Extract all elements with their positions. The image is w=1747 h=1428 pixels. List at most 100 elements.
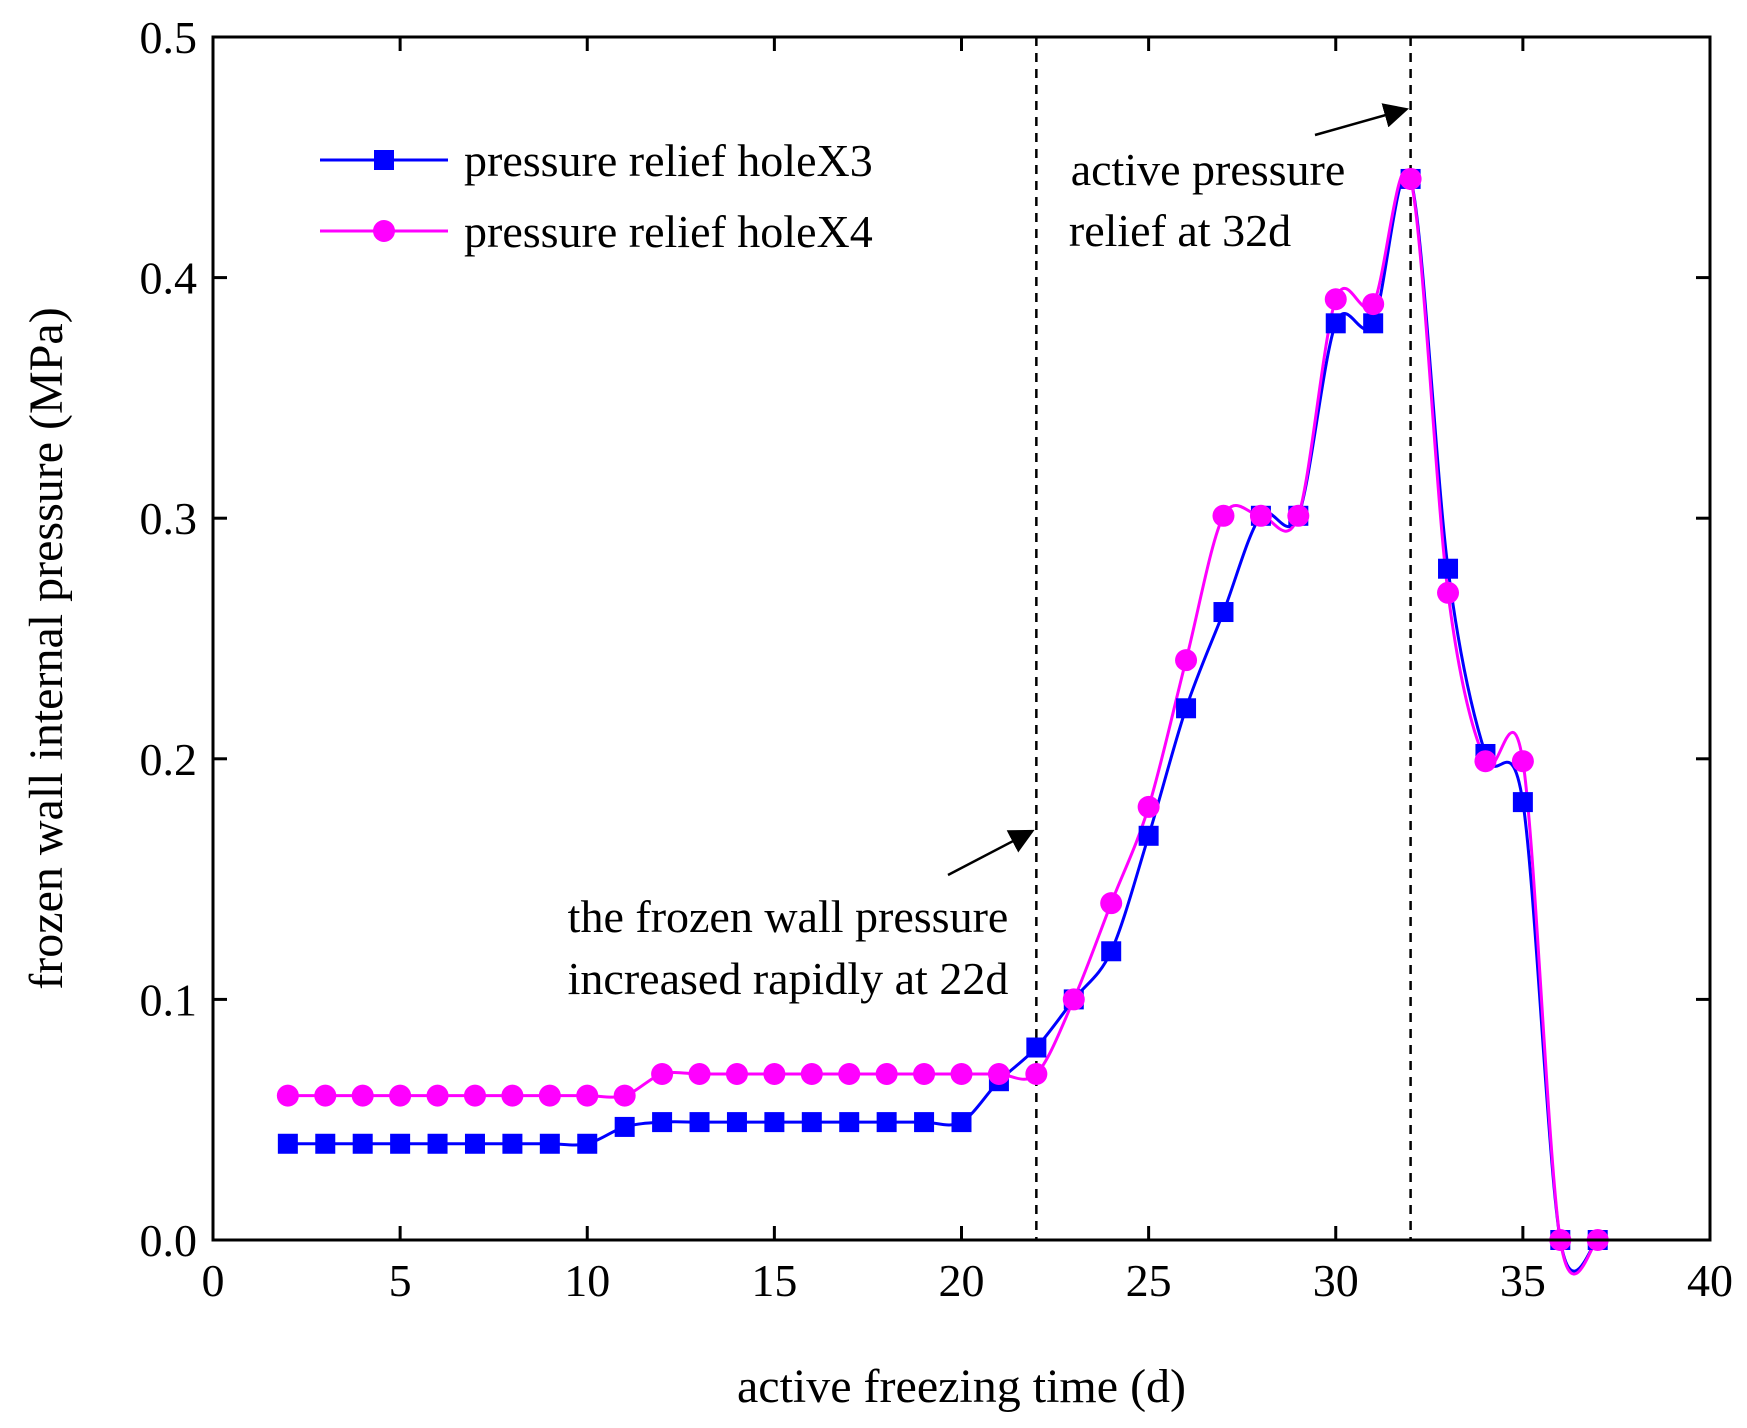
data-point-x3 (652, 1112, 673, 1133)
data-point-x3 (914, 1112, 935, 1133)
data-point-x3 (427, 1133, 448, 1154)
data-point-x4 (1287, 504, 1310, 527)
data-point-x3 (1512, 792, 1533, 813)
data-point-x4 (1137, 795, 1160, 818)
data-point-x3 (464, 1133, 485, 1154)
data-point-x3 (577, 1133, 598, 1154)
x-tick-label: 0 (202, 1255, 225, 1306)
data-point-x4 (1437, 581, 1460, 604)
data-point-x3 (1213, 602, 1234, 623)
legend-marker-x3 (374, 150, 394, 170)
data-point-x3 (726, 1112, 747, 1133)
x-tick-label: 40 (1687, 1255, 1733, 1306)
annotation-22d-line2: increased rapidly at 22d (568, 953, 1009, 1004)
data-point-x3 (1101, 941, 1122, 962)
data-point-x4 (538, 1084, 561, 1107)
x-tick-label: 30 (1313, 1255, 1359, 1306)
data-point-x3 (801, 1112, 822, 1133)
data-point-x4 (1474, 750, 1497, 773)
annotation-22d-line1: the frozen wall pressure (568, 891, 1009, 942)
x-tick-label: 20 (939, 1255, 985, 1306)
data-point-x4 (987, 1062, 1010, 1085)
data-point-x4 (463, 1084, 486, 1107)
data-point-x4 (314, 1084, 337, 1107)
y-tick-label: 0.4 (140, 253, 198, 304)
plot-frame (211, 35, 1712, 1242)
data-point-x4 (1212, 504, 1235, 527)
annotation-32d: active pressure relief at 32d (1069, 103, 1410, 256)
data-point-x3 (951, 1112, 972, 1133)
data-point-x3 (315, 1133, 336, 1154)
data-point-x4 (613, 1084, 636, 1107)
data-point-x3 (277, 1133, 298, 1154)
legend-marker-x4 (373, 220, 395, 242)
data-point-x4 (1362, 293, 1385, 316)
data-point-x4 (1249, 504, 1272, 527)
reference-lines (1035, 37, 1412, 1240)
data-point-x4 (651, 1062, 674, 1085)
data-point-x3 (689, 1112, 710, 1133)
data-point-x4 (838, 1062, 861, 1085)
data-point-x4 (501, 1084, 524, 1107)
series-line-1 (287, 168, 1600, 1276)
x-tick-label: 10 (564, 1255, 610, 1306)
data-point-x3 (839, 1112, 860, 1133)
data-point-x4 (1399, 167, 1422, 190)
data-point-x3 (352, 1133, 373, 1154)
data-point-x4 (1062, 988, 1085, 1011)
y-tick-label: 0.0 (140, 1215, 198, 1266)
annotation-arrow-22d (947, 829, 1035, 877)
y-tick-label: 0.5 (140, 12, 198, 63)
data-point-x4 (1100, 892, 1123, 915)
data-point-x4 (576, 1084, 599, 1107)
data-point-x3 (1026, 1037, 1047, 1058)
data-point-x4 (950, 1062, 973, 1085)
data-point-x3 (876, 1112, 897, 1133)
x-tick-label: 25 (1126, 1255, 1172, 1306)
data-point-x3 (539, 1133, 560, 1154)
annotation-arrow-32d (1314, 103, 1410, 137)
data-point-x4 (725, 1062, 748, 1085)
x-tick-label: 35 (1500, 1255, 1546, 1306)
data-point-x3 (1176, 698, 1197, 719)
legend-label-x3: pressure relief holeX3 (464, 135, 873, 186)
data-point-x4 (688, 1062, 711, 1085)
data-point-x4 (1511, 750, 1534, 773)
data-point-x3 (502, 1133, 523, 1154)
annotation-22d: the frozen wall pressure increased rapid… (568, 829, 1035, 1004)
data-point-x4 (800, 1062, 823, 1085)
data-point-x4 (351, 1084, 374, 1107)
data-point-x4 (875, 1062, 898, 1085)
data-point-x3 (1138, 825, 1159, 846)
x-axis-ticks: 0 5 10 15 20 25 30 35 40 (202, 37, 1733, 1306)
annotation-32d-line1: active pressure (1071, 144, 1346, 195)
series-markers (276, 167, 1609, 1251)
annotation-32d-line2: relief at 32d (1069, 205, 1291, 256)
data-point-x3 (1363, 313, 1384, 334)
data-point-x4 (426, 1084, 449, 1107)
data-point-x4 (1324, 288, 1347, 311)
series-lines (287, 168, 1600, 1276)
data-point-x4 (763, 1062, 786, 1085)
y-tick-label: 0.2 (140, 734, 198, 785)
data-point-x4 (1175, 649, 1198, 672)
x-axis-label: active freezing time (d) (737, 1360, 1186, 1413)
data-point-x4 (276, 1084, 299, 1107)
legend: pressure relief holeX3 pressure relief h… (320, 135, 873, 257)
x-tick-label: 5 (389, 1255, 412, 1306)
data-point-x4 (1025, 1062, 1048, 1085)
data-point-x3 (764, 1112, 785, 1133)
y-tick-label: 0.1 (140, 974, 198, 1025)
x-tick-label: 15 (751, 1255, 797, 1306)
series-line-0 (287, 171, 1599, 1273)
legend-label-x4: pressure relief holeX4 (464, 206, 873, 257)
data-point-x3 (1438, 558, 1459, 579)
y-axis-label: frozen wall internal pressure (MPa) (20, 307, 73, 989)
data-point-x3 (1325, 313, 1346, 334)
data-point-x3 (390, 1133, 411, 1154)
data-point-x3 (614, 1116, 635, 1137)
data-point-x4 (913, 1062, 936, 1085)
y-axis-ticks: 0.0 0.1 0.2 0.3 0.4 0.5 (140, 12, 1710, 1266)
data-point-x4 (389, 1084, 412, 1107)
